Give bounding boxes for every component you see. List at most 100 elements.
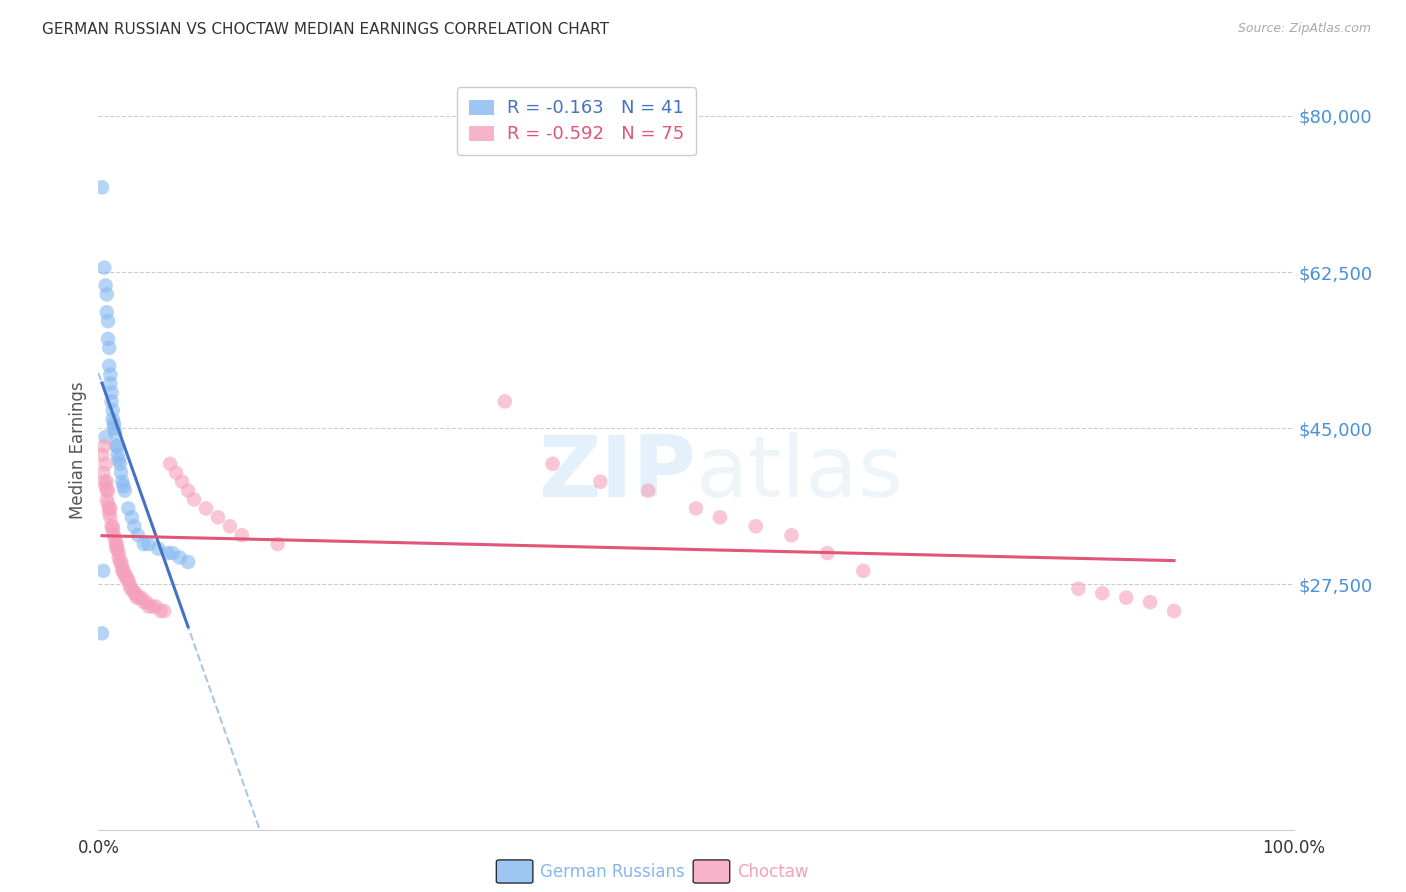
- Point: [107, 541, 129, 556]
- Point: [115, 568, 138, 582]
- Point: [107, 546, 129, 560]
- Point: [94, 479, 117, 493]
- Point: [165, 466, 187, 480]
- Point: [98, 341, 121, 355]
- Point: [124, 586, 146, 600]
- Point: [117, 501, 139, 516]
- Point: [141, 599, 163, 614]
- Point: [93, 475, 115, 489]
- Point: [96, 305, 118, 319]
- Point: [121, 510, 143, 524]
- Point: [110, 466, 132, 480]
- Point: [101, 403, 124, 417]
- Point: [112, 564, 135, 578]
- Point: [93, 260, 115, 275]
- Text: ZIP: ZIP: [538, 432, 696, 515]
- Point: [177, 555, 200, 569]
- Point: [97, 332, 120, 346]
- Text: Choctaw: Choctaw: [737, 863, 808, 881]
- Point: [96, 492, 118, 507]
- Point: [93, 439, 115, 453]
- Point: [132, 537, 155, 551]
- Point: [1067, 582, 1090, 596]
- Point: [104, 533, 127, 547]
- Point: [107, 550, 129, 565]
- Point: [219, 519, 242, 533]
- Point: [94, 457, 117, 471]
- Point: [96, 475, 118, 489]
- Point: [101, 412, 124, 426]
- Point: [111, 559, 134, 574]
- Point: [120, 582, 142, 596]
- Point: [159, 457, 181, 471]
- Point: [815, 546, 838, 560]
- Point: [97, 314, 120, 328]
- Point: [138, 537, 160, 551]
- Point: [589, 475, 612, 489]
- Point: [149, 604, 172, 618]
- Point: [111, 475, 134, 489]
- Point: [1115, 591, 1137, 605]
- Point: [169, 550, 191, 565]
- Point: [91, 626, 114, 640]
- Point: [94, 430, 117, 444]
- Point: [98, 359, 121, 373]
- Point: [177, 483, 200, 498]
- Point: [172, 475, 194, 489]
- Point: [148, 541, 170, 556]
- Point: [112, 479, 135, 493]
- Point: [114, 483, 136, 498]
- Point: [101, 524, 124, 538]
- Point: [111, 564, 134, 578]
- Text: Source: ZipAtlas.com: Source: ZipAtlas.com: [1237, 22, 1371, 36]
- Legend: R = -0.163   N = 41, R = -0.592   N = 75: R = -0.163 N = 41, R = -0.592 N = 75: [457, 87, 696, 155]
- Point: [127, 528, 149, 542]
- Point: [103, 417, 125, 431]
- Point: [105, 537, 128, 551]
- Point: [91, 564, 114, 578]
- Point: [183, 492, 205, 507]
- Point: [138, 599, 160, 614]
- Point: [118, 577, 141, 591]
- Point: [98, 376, 122, 391]
- Point: [115, 573, 138, 587]
- Point: [685, 501, 707, 516]
- Point: [107, 439, 129, 453]
- Point: [91, 180, 114, 194]
- Point: [98, 506, 121, 520]
- Point: [110, 555, 132, 569]
- Point: [96, 483, 118, 498]
- Point: [162, 546, 184, 560]
- Point: [1091, 586, 1114, 600]
- Point: [94, 278, 117, 293]
- Point: [125, 591, 148, 605]
- Point: [103, 528, 125, 542]
- Point: [91, 448, 114, 462]
- Point: [98, 501, 121, 516]
- Point: [117, 573, 139, 587]
- Point: [709, 510, 731, 524]
- Point: [780, 528, 803, 542]
- Point: [91, 466, 114, 480]
- Point: [108, 457, 131, 471]
- Point: [105, 537, 128, 551]
- Point: [195, 501, 218, 516]
- Text: GERMAN RUSSIAN VS CHOCTAW MEDIAN EARNINGS CORRELATION CHART: GERMAN RUSSIAN VS CHOCTAW MEDIAN EARNING…: [42, 22, 609, 37]
- Point: [745, 519, 768, 533]
- Text: German Russians: German Russians: [540, 863, 685, 881]
- Point: [96, 287, 118, 301]
- Point: [121, 582, 143, 596]
- Point: [494, 394, 516, 409]
- Point: [105, 439, 128, 453]
- Point: [97, 483, 120, 498]
- Point: [98, 510, 122, 524]
- Text: atlas: atlas: [696, 432, 904, 515]
- Point: [101, 519, 124, 533]
- Point: [124, 586, 146, 600]
- Point: [105, 541, 128, 556]
- Point: [103, 421, 125, 435]
- Point: [153, 604, 176, 618]
- Point: [1139, 595, 1161, 609]
- Point: [100, 519, 122, 533]
- Point: [207, 510, 229, 524]
